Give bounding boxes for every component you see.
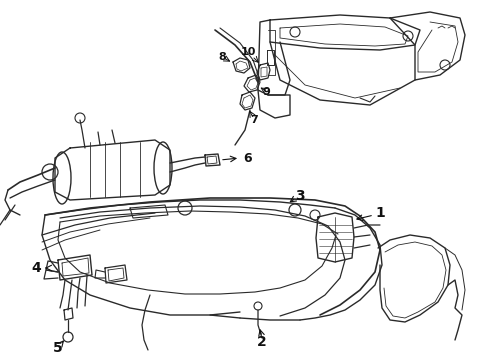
Text: 6: 6 (244, 152, 252, 165)
Text: 10: 10 (240, 47, 256, 57)
Text: 3: 3 (295, 189, 305, 203)
Text: 5: 5 (53, 341, 63, 355)
Text: 7: 7 (250, 115, 258, 125)
Text: 4: 4 (31, 261, 41, 275)
Text: 9: 9 (262, 87, 270, 97)
Text: 1: 1 (375, 206, 385, 220)
Text: 8: 8 (218, 52, 226, 62)
Text: 2: 2 (257, 335, 267, 349)
